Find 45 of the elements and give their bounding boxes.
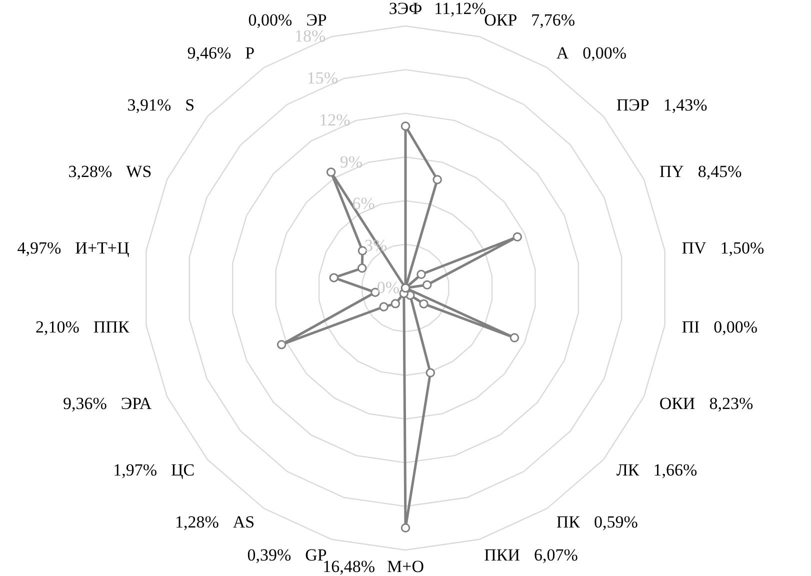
text: 1,66% bbox=[653, 460, 698, 480]
text: 0,00% bbox=[248, 10, 292, 30]
text: 9,46% bbox=[187, 43, 232, 62]
spoke-label: ЦС bbox=[171, 460, 195, 480]
spoke-label: S bbox=[185, 95, 195, 114]
spoke-label: ОКИ bbox=[659, 394, 696, 413]
text: 6,07% bbox=[534, 546, 578, 565]
spoke-label: ППК bbox=[93, 318, 130, 337]
spoke-label: М+О bbox=[387, 557, 424, 576]
text: 2,10% bbox=[35, 318, 80, 337]
spoke-label: ОКР bbox=[484, 10, 518, 30]
spoke-label: ПЭР bbox=[616, 95, 650, 114]
spoke-label: А bbox=[556, 43, 570, 62]
spoke-label: ПY bbox=[659, 162, 684, 182]
text: 0,00% bbox=[714, 318, 758, 337]
text: 11,12% bbox=[434, 0, 486, 18]
text: 3,91% bbox=[127, 95, 172, 114]
spoke-label: ЭР bbox=[306, 10, 327, 30]
text: 0,59% bbox=[594, 512, 638, 532]
spoke-label: ПК bbox=[556, 512, 581, 532]
text: 4,97% bbox=[17, 238, 62, 258]
spoke-label: WS bbox=[126, 162, 152, 182]
text: 3,28% bbox=[68, 162, 112, 182]
text: 8,45% bbox=[698, 162, 742, 182]
y-tick-label: 0% bbox=[376, 278, 400, 297]
spoke-label: ЭРА bbox=[120, 394, 152, 413]
spoke-label: AS bbox=[232, 512, 255, 532]
spoke-label: ПV bbox=[682, 238, 707, 258]
spoke-label: ЗЭФ bbox=[388, 0, 422, 18]
text: 16,48% bbox=[322, 557, 376, 576]
spoke-label: ПКИ bbox=[484, 546, 520, 565]
text: 1,28% bbox=[174, 512, 219, 532]
spoke-label: Р bbox=[245, 43, 255, 62]
spoke-label: ЛК bbox=[616, 460, 640, 480]
y-tick-label: 6% bbox=[352, 194, 375, 214]
spoke-label: ПI bbox=[682, 318, 700, 337]
text: 1,50% bbox=[720, 238, 764, 258]
text: 0,39% bbox=[247, 546, 292, 565]
text: 8,23% bbox=[709, 394, 754, 413]
spoke-label: И+Т+Ц bbox=[75, 238, 130, 258]
text: 9,36% bbox=[62, 394, 107, 413]
text: 0,00% bbox=[582, 43, 627, 62]
text: 7,76% bbox=[531, 10, 576, 30]
text: 1,97% bbox=[113, 460, 158, 480]
text: 1,43% bbox=[663, 95, 708, 114]
